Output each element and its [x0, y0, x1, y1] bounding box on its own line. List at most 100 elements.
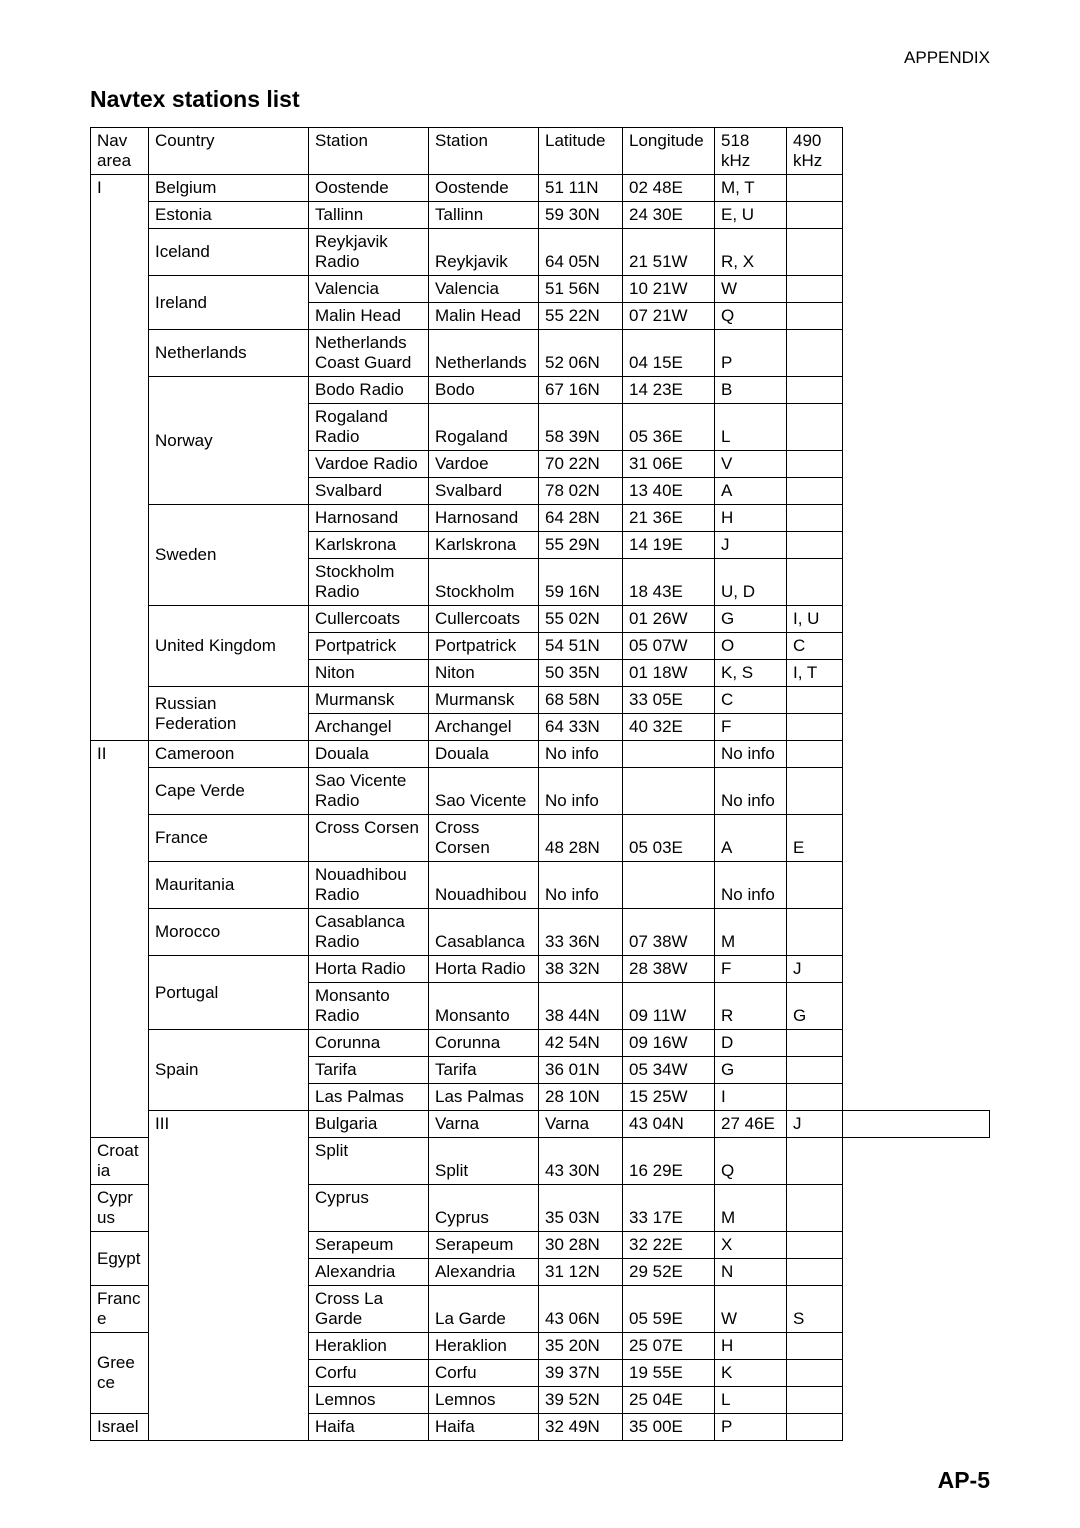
cell-station1: Douala: [309, 741, 429, 768]
cell-station2: Casablanca: [429, 909, 539, 956]
cell-station2: Karlskrona: [429, 532, 539, 559]
cell-k518: No info: [715, 741, 787, 768]
cell-lon: 09 16W: [623, 1030, 715, 1057]
cell-k490: [787, 377, 843, 404]
cell-lon: 19 55E: [623, 1360, 715, 1387]
cell-station2: Monsanto: [429, 983, 539, 1030]
cell-k490: J: [787, 956, 843, 983]
cell-country: Egypt: [91, 1232, 149, 1286]
cell-station2: La Garde: [429, 1286, 539, 1333]
cell-country: United Kingdom: [149, 606, 309, 687]
cell-country: Spain: [149, 1030, 309, 1111]
cell-station1: Svalbard: [309, 478, 429, 505]
cell-station1: Vardoe Radio: [309, 451, 429, 478]
cell-country: France: [91, 1286, 149, 1333]
cell-nav: III: [149, 1111, 309, 1441]
cell-lat: 52 06N: [539, 330, 623, 377]
cell-lon: 07 38W: [623, 909, 715, 956]
cell-k518: J: [787, 1111, 843, 1138]
cell-k490: [787, 505, 843, 532]
cell-k518: W: [715, 276, 787, 303]
cell-station2: Cyprus: [429, 1185, 539, 1232]
cell-station1: Karlskrona: [309, 532, 429, 559]
cell-k518: G: [715, 606, 787, 633]
cell-lon: 14 19E: [623, 532, 715, 559]
cell-station1: Stockholm Radio: [309, 559, 429, 606]
cell-lat: No info: [539, 862, 623, 909]
cell-station2: Archangel: [429, 714, 539, 741]
cell-k490: [787, 1360, 843, 1387]
cell-k490: [787, 1138, 843, 1185]
cell-station1: Nouadhibou Radio: [309, 862, 429, 909]
col-header: Nav area: [91, 128, 149, 175]
cell-station2: Douala: [429, 741, 539, 768]
cell-lat: 39 37N: [539, 1360, 623, 1387]
cell-lat: 50 35N: [539, 660, 623, 687]
cell-lat: 78 02N: [539, 478, 623, 505]
cell-station2: Reykjavik: [429, 229, 539, 276]
cell-lon: 35 00E: [623, 1414, 715, 1441]
cell-k518: A: [715, 815, 787, 862]
cell-lon: 05 34W: [623, 1057, 715, 1084]
cell-k518: V: [715, 451, 787, 478]
table-row: IIIBulgariaVarnaVarna43 04N27 46EJ: [91, 1111, 990, 1138]
cell-k518: D: [715, 1030, 787, 1057]
cell-station2: Svalbard: [429, 478, 539, 505]
cell-lon: 25 04E: [623, 1387, 715, 1414]
cell-station2: Bodo: [429, 377, 539, 404]
cell-lat: 67 16N: [539, 377, 623, 404]
cell-k490: G: [787, 983, 843, 1030]
cell-country: Russian Federation: [149, 687, 309, 741]
cell-k518: M: [715, 1185, 787, 1232]
cell-station1: Cyprus: [309, 1185, 429, 1232]
cell-station1: Haifa: [309, 1414, 429, 1441]
cell-lat: 36 01N: [539, 1057, 623, 1084]
cell-station1: Cross Corsen: [309, 815, 429, 862]
cell-lon: 16 29E: [623, 1138, 715, 1185]
cell-k490: [787, 1333, 843, 1360]
col-header: Station: [429, 128, 539, 175]
col-header: Latitude: [539, 128, 623, 175]
cell-station1: Murmansk: [309, 687, 429, 714]
table-row: IBelgiumOostendeOostende51 11N02 48EM, T: [91, 175, 990, 202]
table-row: SwedenHarnosandHarnosand64 28N21 36EH: [91, 505, 990, 532]
cell-lat: 59 16N: [539, 559, 623, 606]
cell-k490: [787, 532, 843, 559]
cell-k490: [787, 478, 843, 505]
cell-lon: 04 15E: [623, 330, 715, 377]
cell-station1: Corunna: [309, 1030, 429, 1057]
table-row: EstoniaTallinnTallinn59 30N24 30EE, U: [91, 202, 990, 229]
cell-k490: [787, 1232, 843, 1259]
cell-lat: No info: [539, 768, 623, 815]
table-row: SpainCorunnaCorunna42 54N09 16WD: [91, 1030, 990, 1057]
cell-lat: 43 06N: [539, 1286, 623, 1333]
cell-station1: Netherlands Coast Guard: [309, 330, 429, 377]
cell-station1: Tarifa: [309, 1057, 429, 1084]
cell-lat: 35 03N: [539, 1185, 623, 1232]
col-header: Station: [309, 128, 429, 175]
cell-station2: Murmansk: [429, 687, 539, 714]
cell-lat: 55 29N: [539, 532, 623, 559]
cell-station1: Malin Head: [309, 303, 429, 330]
cell-k518: J: [715, 532, 787, 559]
cell-k518: I: [715, 1084, 787, 1111]
cell-station1: Bodo Radio: [309, 377, 429, 404]
cell-station1: Valencia: [309, 276, 429, 303]
cell-station1: Reykjavik Radio: [309, 229, 429, 276]
cell-lat: 43 30N: [539, 1138, 623, 1185]
cell-station1: Sao Vicente Radio: [309, 768, 429, 815]
cell-k518: L: [715, 1387, 787, 1414]
cell-k518: U, D: [715, 559, 787, 606]
cell-k490: [787, 276, 843, 303]
cell-k518: H: [715, 1333, 787, 1360]
cell-k490: [787, 909, 843, 956]
cell-lat: 32 49N: [539, 1414, 623, 1441]
cell-lon: 33 17E: [623, 1185, 715, 1232]
cell-lat: 38 44N: [539, 983, 623, 1030]
cell-k490: [787, 1414, 843, 1441]
cell-country: Croatia: [91, 1138, 149, 1185]
cell-country: Bulgaria: [309, 1111, 429, 1138]
cell-station1: Oostende: [309, 175, 429, 202]
cell-k490: [787, 1084, 843, 1111]
cell-lon: [623, 862, 715, 909]
